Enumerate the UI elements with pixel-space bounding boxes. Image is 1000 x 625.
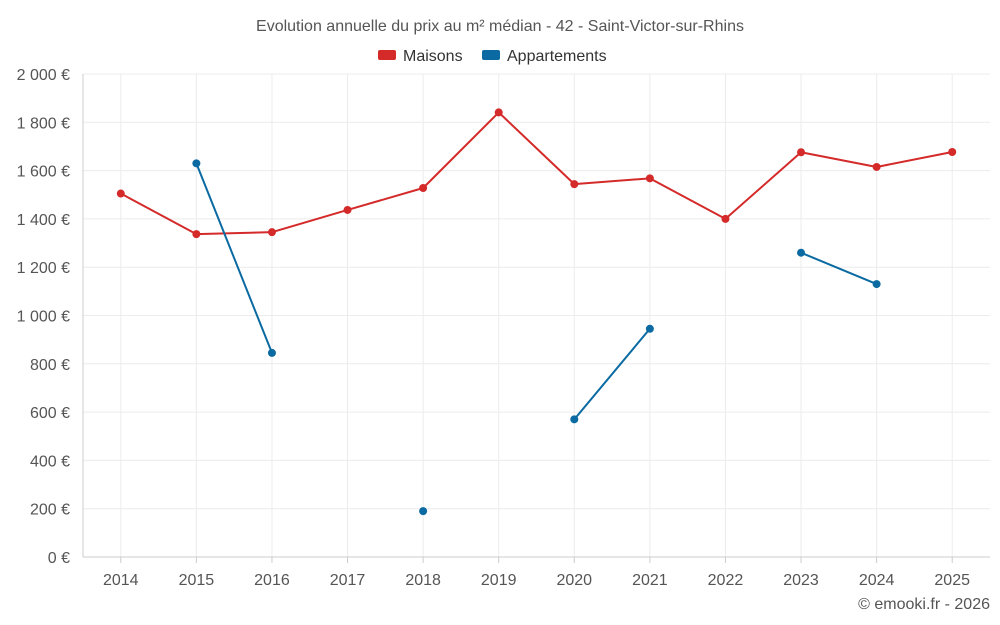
- legend-item-appartements[interactable]: Appartements: [482, 48, 607, 65]
- series-line-maisons: [346, 186, 425, 211]
- series-line-maisons: [195, 231, 273, 236]
- data-point-maisons[interactable]: [797, 148, 806, 157]
- axes: 0 € 200 € 400 € 600 € 800 € 1 000 € 1 200 € 1 4…: [17, 67, 970, 589]
- legend: Maisons Appartements: [378, 48, 607, 65]
- series: [116, 108, 957, 516]
- legend-label-appartements: Appartements: [507, 48, 607, 65]
- series-line-maisons: [573, 177, 651, 186]
- series-line-appartements: [573, 327, 651, 421]
- x-tick-label: 2025: [934, 572, 970, 589]
- series-maisons: [116, 108, 957, 239]
- data-point-appartements[interactable]: [419, 507, 428, 516]
- data-point-maisons[interactable]: [267, 228, 276, 237]
- series-line-maisons: [875, 151, 954, 168]
- legend-swatch-maisons: [378, 50, 396, 60]
- y-tick-label: 2 000 €: [17, 67, 70, 84]
- x-tick-label: 2020: [556, 572, 592, 589]
- data-point-maisons[interactable]: [948, 148, 957, 157]
- data-point-maisons[interactable]: [116, 189, 125, 198]
- x-tick-label: 2018: [405, 572, 441, 589]
- series-line-maisons: [422, 111, 500, 189]
- data-point-maisons[interactable]: [872, 162, 881, 171]
- series-line-maisons: [119, 192, 198, 236]
- x-tick-label: 2016: [254, 572, 290, 589]
- data-point-appartements[interactable]: [570, 415, 579, 424]
- data-point-maisons[interactable]: [343, 205, 352, 214]
- data-point-maisons[interactable]: [494, 108, 503, 117]
- series-line-maisons: [724, 151, 803, 220]
- y-tick-label: 600 €: [30, 405, 70, 422]
- grid: [83, 73, 990, 558]
- legend-swatch-appartements: [482, 50, 500, 60]
- y-tick-label: 1 800 €: [17, 115, 70, 132]
- data-point-maisons[interactable]: [645, 174, 654, 183]
- data-point-appartements[interactable]: [192, 159, 201, 168]
- data-point-maisons[interactable]: [721, 214, 730, 223]
- data-point-maisons[interactable]: [192, 230, 201, 239]
- data-point-appartements[interactable]: [645, 324, 654, 333]
- credit-text: © emooki.fr - 2026: [858, 596, 990, 613]
- series-line-appartements: [800, 251, 878, 286]
- x-tick-label: 2015: [179, 572, 215, 589]
- series-line-appartements: [195, 162, 273, 354]
- x-tick-label: 2021: [632, 572, 668, 589]
- series-line-maisons: [648, 177, 727, 220]
- y-tick-label: 400 €: [30, 453, 70, 470]
- y-tick-label: 200 €: [30, 502, 70, 519]
- data-point-maisons[interactable]: [570, 180, 579, 189]
- series-line-maisons: [800, 151, 878, 168]
- y-tick-label: 0 €: [48, 550, 70, 567]
- series-line-maisons: [497, 111, 576, 186]
- data-point-maisons[interactable]: [419, 183, 428, 192]
- x-tick-label: 2014: [103, 572, 139, 589]
- x-tick-label: 2017: [330, 572, 366, 589]
- x-tick-label: 2024: [859, 572, 895, 589]
- y-tick-label: 800 €: [30, 357, 70, 374]
- x-tick-label: 2022: [708, 572, 744, 589]
- data-point-appartements[interactable]: [267, 348, 276, 357]
- y-tick-label: 1 000 €: [17, 309, 70, 326]
- legend-label-maisons: Maisons: [403, 48, 463, 65]
- data-point-appartements[interactable]: [797, 248, 806, 257]
- data-point-appartements[interactable]: [872, 280, 881, 289]
- y-tick-label: 1 600 €: [17, 164, 70, 181]
- chart-title: Evolution annuelle du prix au m² médian …: [256, 18, 744, 35]
- legend-item-maisons[interactable]: Maisons: [378, 48, 463, 65]
- series-line-maisons: [270, 208, 349, 234]
- y-tick-label: 1 200 €: [17, 260, 70, 277]
- y-tick-label: 1 400 €: [17, 212, 70, 229]
- series-appartements: [192, 159, 881, 516]
- x-tick-label: 2019: [481, 572, 517, 589]
- x-tick-label: 2023: [783, 572, 819, 589]
